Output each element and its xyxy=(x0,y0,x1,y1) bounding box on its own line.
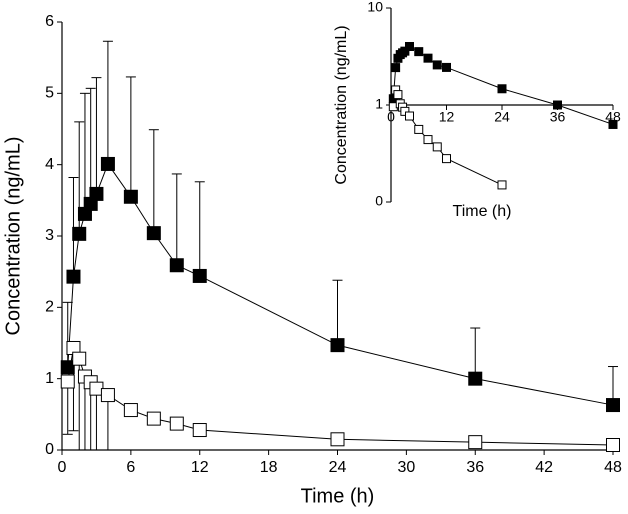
marker xyxy=(423,135,433,145)
marker xyxy=(72,351,87,366)
y-tick-label: 2 xyxy=(45,299,54,316)
marker xyxy=(123,403,138,418)
error-bar xyxy=(91,388,102,451)
inset-background xyxy=(336,0,628,228)
x-tick-label: 12 xyxy=(191,459,209,476)
y-axis-title: Concentration (ng/mL) xyxy=(333,25,350,184)
y-tick-label: 0 xyxy=(375,193,383,209)
x-axis-title: Time (h) xyxy=(453,203,512,220)
marker xyxy=(72,226,87,241)
marker xyxy=(608,119,618,129)
x-tick-label: 36 xyxy=(550,109,566,125)
error-bar xyxy=(470,327,481,379)
marker xyxy=(468,435,483,450)
error-bar xyxy=(171,173,182,266)
marker xyxy=(400,106,410,116)
x-tick-label: 42 xyxy=(535,459,553,476)
marker xyxy=(497,180,507,190)
x-tick-label: 36 xyxy=(466,459,484,476)
x-tick-label: 12 xyxy=(439,109,455,125)
marker xyxy=(393,90,403,100)
marker xyxy=(606,438,620,453)
error-bar xyxy=(102,395,113,451)
x-tick-label: 0 xyxy=(387,109,395,125)
x-tick-label: 6 xyxy=(126,459,135,476)
y-tick-label: 10 xyxy=(367,0,383,15)
marker xyxy=(66,269,81,284)
x-axis-title: Time (h) xyxy=(301,485,375,507)
error-bar xyxy=(91,77,102,194)
x-tick-label: 24 xyxy=(329,459,347,476)
series-line xyxy=(67,346,614,446)
y-tick-label: 1 xyxy=(45,370,54,387)
marker xyxy=(123,189,138,204)
marker xyxy=(100,156,115,171)
marker xyxy=(169,258,184,273)
marker xyxy=(414,47,424,57)
marker xyxy=(423,53,433,63)
error-bar xyxy=(79,92,90,214)
y-tick-label: 1 xyxy=(375,96,383,112)
marker xyxy=(414,124,424,134)
error-bar xyxy=(102,40,113,164)
marker xyxy=(442,154,451,164)
marker xyxy=(432,60,442,70)
error-bar xyxy=(62,301,73,368)
marker xyxy=(391,63,401,73)
marker xyxy=(60,360,75,375)
error-bar xyxy=(332,279,343,346)
marker xyxy=(192,423,207,438)
marker xyxy=(497,84,507,94)
marker xyxy=(192,268,207,283)
error-bar xyxy=(125,76,136,197)
x-tick-label: 48 xyxy=(604,459,622,476)
marker xyxy=(146,411,161,426)
marker xyxy=(606,398,620,413)
marker xyxy=(100,388,115,403)
y-tick-label: 0 xyxy=(45,441,54,458)
marker xyxy=(60,374,75,389)
x-tick-label: 18 xyxy=(260,459,278,476)
marker xyxy=(468,371,483,386)
marker xyxy=(330,432,345,447)
error-bar xyxy=(194,181,205,276)
y-tick-label: 4 xyxy=(45,156,54,173)
error-bar xyxy=(62,381,73,435)
error-bar xyxy=(85,87,96,204)
marker xyxy=(432,142,442,152)
marker xyxy=(442,62,451,72)
marker xyxy=(553,100,562,110)
x-tick-label: 0 xyxy=(58,459,67,476)
y-axis-title: Concentration (ng/mL) xyxy=(2,137,24,336)
marker xyxy=(330,338,345,353)
marker xyxy=(169,416,184,431)
x-tick-label: 24 xyxy=(494,109,510,125)
y-tick-label: 6 xyxy=(45,13,54,30)
error-bar xyxy=(148,129,159,234)
marker xyxy=(400,46,410,56)
marker xyxy=(405,111,414,121)
y-tick-label: 5 xyxy=(45,85,54,102)
marker xyxy=(89,186,104,201)
x-tick-label: 30 xyxy=(397,459,415,476)
y-tick-label: 3 xyxy=(45,227,54,244)
marker xyxy=(146,226,161,241)
marker xyxy=(405,41,414,51)
